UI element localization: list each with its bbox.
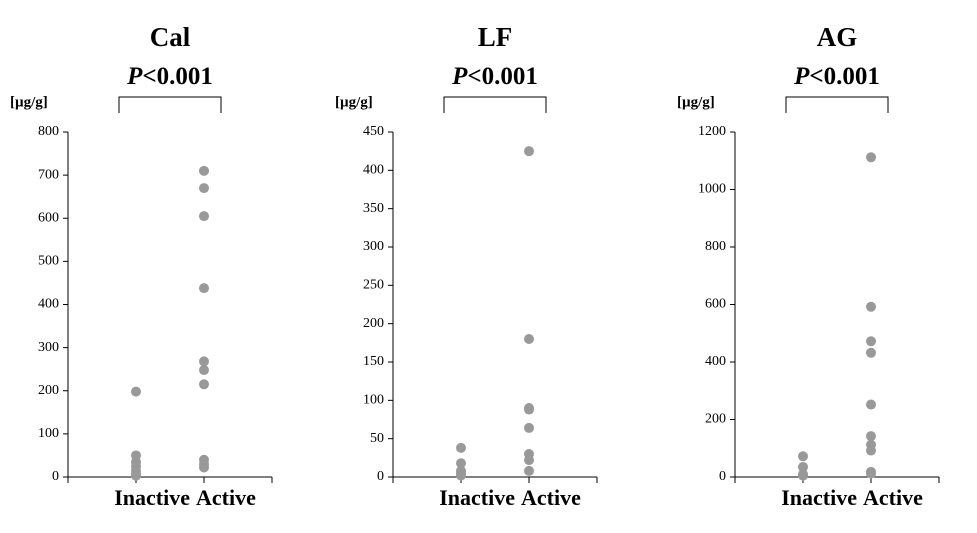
y-axis-label: [µg/g]	[10, 94, 48, 110]
annotation: P<0.001	[793, 63, 880, 90]
x-category-label: Inactive	[114, 485, 190, 510]
chart-title: Cal	[150, 22, 191, 52]
y-tick-label: 300	[363, 239, 384, 254]
data-point	[524, 146, 534, 157]
x-category-label: Active	[863, 485, 923, 510]
y-tick-label: 250	[363, 278, 384, 293]
data-point	[866, 399, 876, 410]
y-tick-label: 0	[377, 469, 384, 484]
data-point	[199, 283, 209, 294]
y-tick-label: 1200	[698, 124, 726, 139]
y-tick-label: 200	[363, 316, 384, 331]
x-category-label: Inactive	[781, 485, 857, 510]
annotation-italic: P	[126, 63, 143, 90]
data-point	[798, 451, 808, 462]
data-point	[524, 465, 534, 476]
x-category-label: Active	[196, 485, 256, 510]
chart-title: AG	[817, 22, 858, 52]
y-tick-label: 400	[705, 354, 726, 369]
data-point	[524, 334, 534, 344]
data-point	[199, 365, 209, 376]
data-point	[866, 431, 876, 442]
data-point	[524, 455, 534, 466]
y-tick-label: 600	[705, 297, 726, 312]
y-tick-label: 150	[363, 354, 384, 369]
y-tick-label: 100	[38, 426, 59, 441]
y-tick-label: 200	[38, 383, 59, 398]
y-tick-label: 800	[38, 124, 59, 139]
data-point	[798, 461, 808, 472]
bracket	[118, 96, 222, 113]
data-point	[866, 152, 876, 163]
y-tick-label: 0	[52, 469, 59, 484]
y-tick-label: 350	[363, 201, 384, 216]
y-tick-label: 450	[363, 124, 384, 139]
data-point	[199, 379, 209, 390]
annotation-italic: P	[793, 63, 810, 90]
y-tick-label: 400	[363, 163, 384, 178]
data-point	[456, 458, 466, 469]
data-point	[199, 462, 209, 473]
y-tick-label: 700	[38, 167, 59, 182]
y-axis-label: [µg/g]	[677, 94, 715, 110]
data-point	[866, 301, 876, 312]
data-point	[199, 211, 209, 222]
y-tick-label: 600	[38, 210, 59, 225]
bracket	[443, 96, 547, 113]
y-tick-label: 0	[719, 469, 726, 484]
x-category-label: Active	[521, 485, 581, 510]
annotation-text: <0.001	[467, 63, 538, 90]
data-point	[798, 470, 808, 481]
x-category-label: Inactive	[439, 485, 515, 510]
data-point	[199, 183, 209, 194]
y-tick-label: 50	[370, 431, 384, 446]
y-tick-label: 100	[363, 393, 384, 408]
annotation-italic: P	[451, 63, 468, 90]
annotation-text: <0.001	[809, 63, 880, 90]
y-tick-label: 400	[38, 297, 59, 312]
data-point	[199, 165, 209, 176]
data-point	[456, 470, 466, 481]
data-point	[524, 422, 534, 433]
data-point	[866, 336, 876, 347]
annotation: P<0.001	[126, 63, 213, 90]
bracket	[785, 96, 889, 113]
y-axis-label: [µg/g]	[335, 94, 373, 110]
y-tick-label: 1000	[698, 182, 726, 197]
y-tick-label: 800	[705, 239, 726, 254]
data-point	[131, 470, 141, 481]
data-point	[131, 386, 141, 397]
annotation: P<0.001	[451, 63, 538, 90]
data-point	[456, 442, 466, 453]
data-point	[866, 468, 876, 479]
annotation-text: <0.001	[142, 63, 213, 90]
data-point	[866, 445, 876, 456]
data-point	[866, 347, 876, 358]
y-tick-label: 200	[705, 412, 726, 427]
data-point	[199, 356, 209, 367]
chart-title: LF	[478, 22, 513, 52]
data-point	[524, 404, 534, 415]
y-tick-label: 300	[38, 340, 59, 355]
y-tick-label: 500	[38, 254, 59, 269]
